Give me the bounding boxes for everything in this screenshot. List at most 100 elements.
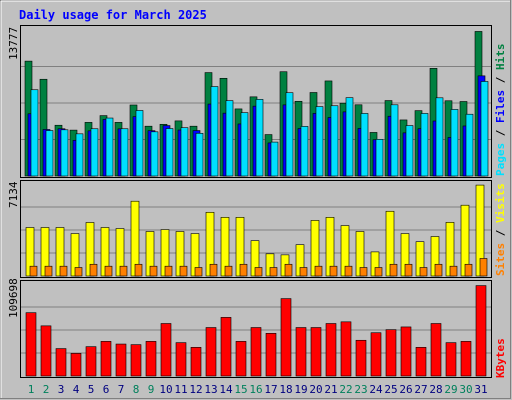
day-label: 5 xyxy=(88,383,95,396)
day-label: 11 xyxy=(174,383,187,396)
day-label: 10 xyxy=(159,383,172,396)
pages-bar xyxy=(345,97,354,177)
kbytes-bar xyxy=(310,327,322,377)
kbytes-bar xyxy=(370,332,382,377)
day-label: 18 xyxy=(279,383,292,396)
pages-bar xyxy=(420,113,429,177)
kbytes-bar xyxy=(280,298,292,377)
kbytes-bar xyxy=(115,343,127,377)
sites-bar xyxy=(29,265,38,277)
day-label: 25 xyxy=(384,383,397,396)
legend-visits: Visits xyxy=(494,183,507,223)
day-label: 16 xyxy=(249,383,262,396)
kbytes-bar xyxy=(355,339,367,377)
kbytes-bar xyxy=(145,341,157,377)
day-label: 2 xyxy=(43,383,50,396)
pages-bar xyxy=(90,128,99,177)
day-label: 4 xyxy=(73,383,80,396)
day-label: 28 xyxy=(429,383,442,396)
pages-bar xyxy=(75,133,84,177)
legend-sep-1: / xyxy=(494,123,507,143)
day-label: 20 xyxy=(309,383,322,396)
sites-bar xyxy=(239,263,248,277)
pages-bar xyxy=(240,112,249,177)
sites-bar xyxy=(89,263,98,277)
day-label: 24 xyxy=(369,383,383,396)
visits-axis-max-label: 7134 xyxy=(7,181,20,208)
pages-bar xyxy=(165,128,174,177)
sites-bar xyxy=(104,265,113,277)
pages-bar xyxy=(405,125,414,177)
legend-sep-3: / xyxy=(494,223,507,243)
pages-bar xyxy=(180,127,189,177)
pages-bar xyxy=(255,99,264,177)
kbytes-bar xyxy=(250,327,262,377)
pages-bar xyxy=(45,130,54,177)
sites-bar xyxy=(434,263,443,277)
kbytes-axis-max-label: 109698 xyxy=(7,278,20,318)
sites-bar xyxy=(284,263,293,277)
day-label: 21 xyxy=(324,383,337,396)
sites-bar xyxy=(479,258,488,277)
legend-sep-2: / xyxy=(494,70,507,90)
kbytes-bar xyxy=(325,323,337,377)
day-label: 22 xyxy=(339,383,352,396)
day-label: 17 xyxy=(264,383,277,396)
kbytes-bar xyxy=(130,344,142,377)
kbytes-bar xyxy=(205,327,217,377)
pages-bar xyxy=(375,139,384,177)
kbytes-bar xyxy=(340,321,352,377)
pages-bar xyxy=(105,117,114,177)
sites-bar xyxy=(344,265,353,277)
day-label: 31 xyxy=(474,383,487,396)
sites-bar xyxy=(269,267,278,277)
bars-layer xyxy=(24,31,489,377)
day-label: 7 xyxy=(118,383,125,396)
sites-bar xyxy=(389,263,398,277)
kbytes-bar xyxy=(460,341,472,377)
kbytes-bar xyxy=(475,285,487,377)
kbytes-legend: KBytes xyxy=(494,338,507,378)
day-label: 1 xyxy=(28,383,35,396)
sites-bar xyxy=(134,263,143,277)
legend-sites: Sites xyxy=(494,243,507,276)
kbytes-bar xyxy=(400,326,412,377)
hits-files-pages-legend: Pages / Files / Hits xyxy=(494,44,507,177)
x-axis-day-labels: 1 2 3 4 5 6 7 8 9 10 11 12 13 14 15 16 17 18 19 20 21 22 23 24 2… xyxy=(28,383,488,396)
sites-bar xyxy=(194,267,203,277)
kbytes-bar xyxy=(70,353,82,377)
pages-bar xyxy=(135,110,144,177)
sites-bar xyxy=(119,265,128,277)
kbytes-bar xyxy=(430,323,442,377)
hits-axis-max-label: 13777 xyxy=(7,27,20,60)
day-label: 9 xyxy=(148,383,155,396)
pages-bar xyxy=(450,109,459,177)
day-label: 26 xyxy=(399,383,412,396)
sites-bar xyxy=(314,265,323,277)
kbytes-bar xyxy=(445,342,457,377)
kbytes-bar xyxy=(25,312,37,377)
sites-bar xyxy=(224,265,233,277)
sites-bar xyxy=(449,265,458,277)
day-label: 27 xyxy=(414,383,427,396)
kbytes-bar xyxy=(55,348,67,377)
sites-bar xyxy=(44,265,53,277)
sites-bar xyxy=(464,263,473,277)
kbytes-bar xyxy=(100,341,112,377)
sites-bar xyxy=(299,267,308,277)
sites-bar xyxy=(74,267,83,277)
kbytes-bar xyxy=(415,347,427,377)
sites-visits-legend: Sites / Visits xyxy=(494,183,507,276)
pages-bar xyxy=(330,105,339,177)
pages-bar xyxy=(225,100,234,177)
day-label: 14 xyxy=(219,383,233,396)
kbytes-bar xyxy=(265,333,277,377)
pages-bar xyxy=(390,104,399,177)
sites-bar xyxy=(164,265,173,277)
kbytes-bar xyxy=(190,347,202,377)
day-label: 6 xyxy=(103,383,110,396)
pages-bar xyxy=(480,81,489,177)
pages-bar xyxy=(195,132,204,177)
sites-bar xyxy=(374,267,383,277)
pages-bar xyxy=(30,89,39,177)
